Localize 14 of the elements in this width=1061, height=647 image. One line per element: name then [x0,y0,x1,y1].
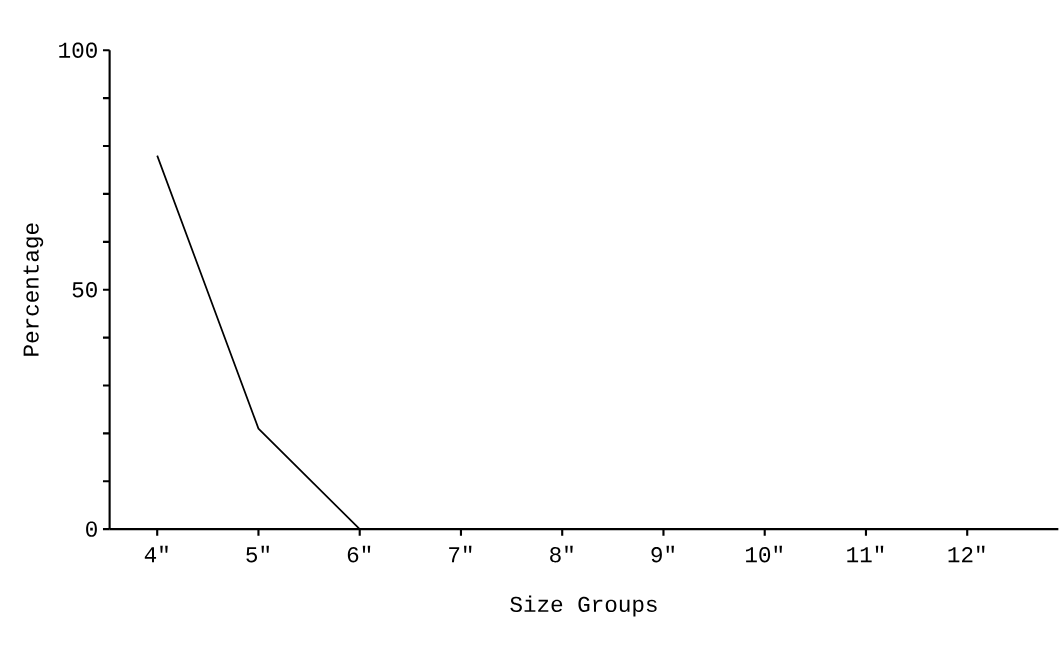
y-tick-label: 0 [86,521,97,537]
x-tick-label: 6" [347,545,371,563]
x-tick-label: 9" [651,545,674,563]
x-tick-label: 11" [847,545,884,563]
y-tick-label: 100 [59,42,97,58]
x-axis-title: Size Groups [510,595,657,617]
x-tick-label: 12" [948,545,985,563]
x-tick-label: 8" [550,545,573,563]
x-tick-label: 10" [746,545,782,563]
x-tick-label: 4" [144,545,168,563]
y-axis-title: Percentage [23,223,44,356]
x-tick-label: 7" [449,545,472,563]
y-tick-label: 50 [72,282,97,298]
x-tick-label: 5" [246,545,269,563]
